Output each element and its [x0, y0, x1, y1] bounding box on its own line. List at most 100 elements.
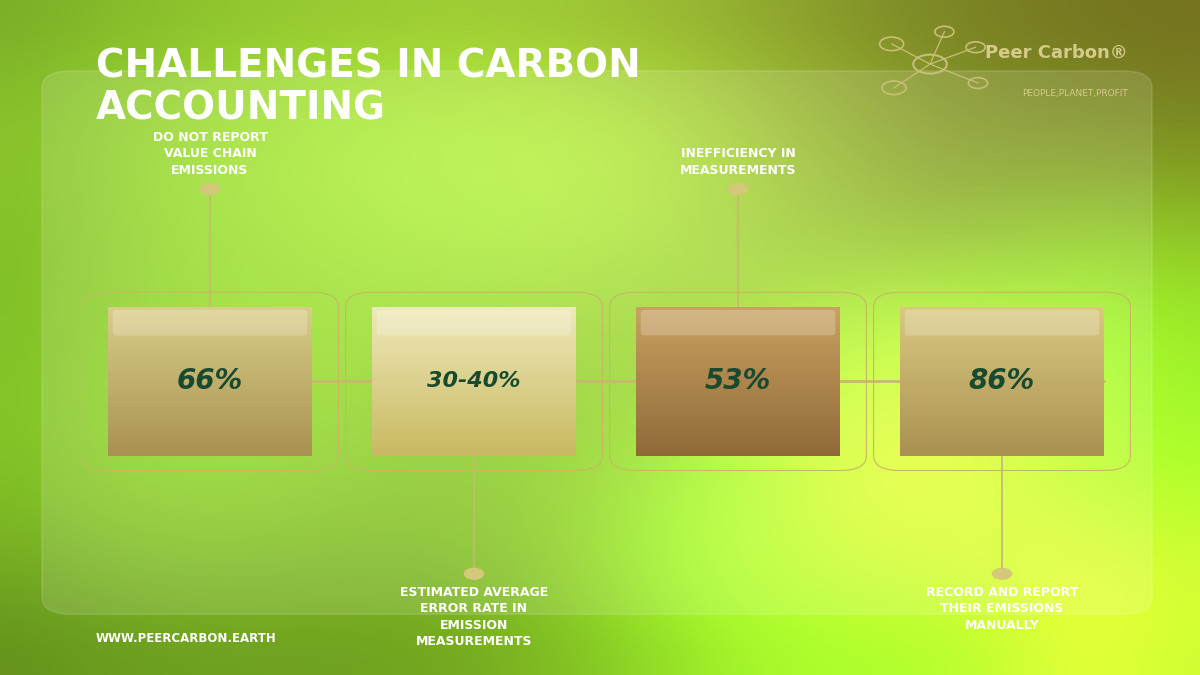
FancyBboxPatch shape	[372, 348, 576, 352]
FancyBboxPatch shape	[372, 362, 576, 367]
FancyBboxPatch shape	[372, 385, 576, 389]
FancyBboxPatch shape	[636, 367, 840, 370]
FancyBboxPatch shape	[900, 448, 1104, 452]
FancyBboxPatch shape	[636, 381, 840, 385]
FancyBboxPatch shape	[372, 396, 576, 400]
FancyBboxPatch shape	[108, 441, 312, 444]
FancyBboxPatch shape	[372, 452, 576, 456]
FancyBboxPatch shape	[108, 374, 312, 378]
FancyBboxPatch shape	[636, 355, 840, 359]
Text: DO NOT REPORT
VALUE CHAIN
EMISSIONS: DO NOT REPORT VALUE CHAIN EMISSIONS	[152, 131, 268, 177]
FancyBboxPatch shape	[372, 367, 576, 370]
FancyBboxPatch shape	[900, 426, 1104, 429]
Text: 53%: 53%	[704, 367, 772, 396]
FancyBboxPatch shape	[636, 389, 840, 393]
FancyBboxPatch shape	[636, 437, 840, 441]
FancyBboxPatch shape	[636, 352, 840, 355]
FancyBboxPatch shape	[372, 326, 576, 329]
Text: 86%: 86%	[968, 367, 1036, 396]
FancyBboxPatch shape	[900, 315, 1104, 318]
FancyBboxPatch shape	[108, 307, 312, 310]
FancyBboxPatch shape	[372, 411, 576, 414]
FancyBboxPatch shape	[113, 310, 307, 335]
FancyBboxPatch shape	[636, 370, 840, 374]
FancyBboxPatch shape	[636, 429, 840, 433]
FancyBboxPatch shape	[636, 315, 840, 318]
FancyBboxPatch shape	[900, 337, 1104, 340]
FancyBboxPatch shape	[636, 426, 840, 429]
FancyBboxPatch shape	[641, 310, 835, 335]
FancyBboxPatch shape	[108, 340, 312, 344]
FancyBboxPatch shape	[372, 329, 576, 333]
FancyBboxPatch shape	[636, 337, 840, 340]
FancyBboxPatch shape	[108, 411, 312, 414]
FancyBboxPatch shape	[636, 393, 840, 396]
Text: 30-40%: 30-40%	[427, 371, 521, 392]
FancyBboxPatch shape	[905, 310, 1099, 335]
FancyBboxPatch shape	[636, 344, 840, 348]
FancyBboxPatch shape	[636, 311, 840, 315]
FancyBboxPatch shape	[108, 326, 312, 329]
FancyBboxPatch shape	[372, 374, 576, 378]
FancyBboxPatch shape	[900, 329, 1104, 333]
FancyBboxPatch shape	[108, 322, 312, 325]
FancyBboxPatch shape	[372, 370, 576, 374]
FancyBboxPatch shape	[900, 348, 1104, 352]
FancyBboxPatch shape	[377, 310, 571, 335]
Text: WWW.PEERCARBON.EARTH: WWW.PEERCARBON.EARTH	[96, 632, 277, 645]
FancyBboxPatch shape	[900, 389, 1104, 393]
FancyBboxPatch shape	[372, 307, 576, 310]
FancyBboxPatch shape	[372, 418, 576, 423]
FancyBboxPatch shape	[900, 311, 1104, 315]
FancyBboxPatch shape	[900, 437, 1104, 441]
FancyBboxPatch shape	[900, 433, 1104, 437]
FancyBboxPatch shape	[372, 408, 576, 411]
FancyBboxPatch shape	[372, 437, 576, 441]
FancyBboxPatch shape	[108, 311, 312, 315]
FancyBboxPatch shape	[636, 444, 840, 448]
FancyBboxPatch shape	[900, 396, 1104, 400]
FancyBboxPatch shape	[900, 381, 1104, 385]
FancyBboxPatch shape	[900, 385, 1104, 389]
FancyBboxPatch shape	[900, 393, 1104, 396]
Circle shape	[200, 184, 220, 194]
FancyBboxPatch shape	[636, 307, 840, 310]
FancyBboxPatch shape	[108, 385, 312, 389]
FancyBboxPatch shape	[108, 444, 312, 448]
FancyBboxPatch shape	[636, 333, 840, 337]
FancyBboxPatch shape	[900, 400, 1104, 404]
FancyBboxPatch shape	[900, 367, 1104, 370]
FancyBboxPatch shape	[636, 414, 840, 418]
Circle shape	[992, 568, 1012, 579]
FancyBboxPatch shape	[108, 429, 312, 433]
FancyBboxPatch shape	[636, 404, 840, 407]
Text: PEOPLE,PLANET,PROFIT: PEOPLE,PLANET,PROFIT	[1022, 89, 1128, 98]
FancyBboxPatch shape	[636, 340, 840, 344]
FancyBboxPatch shape	[900, 326, 1104, 329]
FancyBboxPatch shape	[900, 411, 1104, 414]
FancyBboxPatch shape	[108, 452, 312, 456]
FancyBboxPatch shape	[372, 404, 576, 407]
FancyBboxPatch shape	[900, 444, 1104, 448]
FancyBboxPatch shape	[42, 71, 1152, 614]
FancyBboxPatch shape	[900, 333, 1104, 337]
FancyBboxPatch shape	[900, 340, 1104, 344]
FancyBboxPatch shape	[900, 344, 1104, 348]
Text: ESTIMATED AVERAGE
ERROR RATE IN
EMISSION
MEASUREMENTS: ESTIMATED AVERAGE ERROR RATE IN EMISSION…	[400, 586, 548, 649]
FancyBboxPatch shape	[636, 326, 840, 329]
FancyBboxPatch shape	[636, 411, 840, 414]
FancyBboxPatch shape	[900, 352, 1104, 355]
FancyBboxPatch shape	[900, 404, 1104, 407]
FancyBboxPatch shape	[636, 385, 840, 389]
FancyBboxPatch shape	[108, 362, 312, 367]
FancyBboxPatch shape	[108, 400, 312, 404]
FancyBboxPatch shape	[636, 362, 840, 367]
Circle shape	[728, 184, 748, 194]
FancyBboxPatch shape	[900, 374, 1104, 378]
FancyBboxPatch shape	[108, 426, 312, 429]
FancyBboxPatch shape	[900, 307, 1104, 310]
FancyBboxPatch shape	[636, 374, 840, 378]
FancyBboxPatch shape	[372, 340, 576, 344]
FancyBboxPatch shape	[108, 367, 312, 370]
FancyBboxPatch shape	[108, 333, 312, 337]
